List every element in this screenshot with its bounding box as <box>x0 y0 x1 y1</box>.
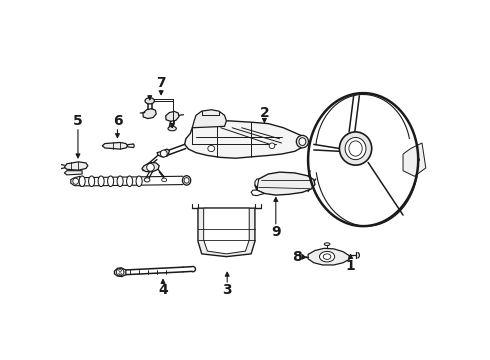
Polygon shape <box>308 248 349 265</box>
Text: 7: 7 <box>156 76 166 90</box>
Polygon shape <box>143 109 156 118</box>
Text: 2: 2 <box>260 106 270 120</box>
Polygon shape <box>255 172 315 195</box>
Ellipse shape <box>168 126 176 131</box>
Text: 9: 9 <box>271 225 281 239</box>
Ellipse shape <box>340 132 372 165</box>
Ellipse shape <box>160 150 167 157</box>
Ellipse shape <box>79 176 85 186</box>
Text: 8: 8 <box>292 250 301 264</box>
Polygon shape <box>115 268 126 276</box>
Polygon shape <box>142 162 159 172</box>
Ellipse shape <box>324 243 330 246</box>
Polygon shape <box>102 143 128 149</box>
Ellipse shape <box>136 176 142 186</box>
Polygon shape <box>403 143 426 176</box>
Ellipse shape <box>126 176 133 186</box>
Ellipse shape <box>116 269 124 276</box>
Polygon shape <box>192 110 226 128</box>
Polygon shape <box>64 171 82 175</box>
Polygon shape <box>255 179 259 190</box>
Text: 3: 3 <box>222 283 232 297</box>
Ellipse shape <box>349 141 362 156</box>
Polygon shape <box>185 121 306 158</box>
Text: 1: 1 <box>346 259 355 273</box>
Polygon shape <box>251 190 265 195</box>
Polygon shape <box>204 208 249 254</box>
Ellipse shape <box>147 163 154 171</box>
Polygon shape <box>166 111 179 121</box>
Ellipse shape <box>119 270 122 271</box>
Text: 6: 6 <box>113 114 122 129</box>
Text: 4: 4 <box>158 283 168 297</box>
Ellipse shape <box>296 135 309 148</box>
Ellipse shape <box>208 145 215 152</box>
Ellipse shape <box>145 98 154 104</box>
Ellipse shape <box>300 255 304 258</box>
Ellipse shape <box>299 138 306 145</box>
Ellipse shape <box>345 138 366 159</box>
Ellipse shape <box>98 176 104 186</box>
Polygon shape <box>71 176 80 186</box>
Ellipse shape <box>119 273 122 275</box>
Ellipse shape <box>117 176 123 186</box>
Polygon shape <box>64 162 88 170</box>
Polygon shape <box>157 149 170 157</box>
Ellipse shape <box>319 251 335 262</box>
Ellipse shape <box>89 176 95 186</box>
Ellipse shape <box>323 254 331 260</box>
Ellipse shape <box>144 178 150 182</box>
Ellipse shape <box>269 143 275 149</box>
Ellipse shape <box>108 176 114 186</box>
Ellipse shape <box>162 178 167 182</box>
Text: 5: 5 <box>73 114 83 129</box>
Ellipse shape <box>184 177 189 183</box>
Polygon shape <box>198 208 255 257</box>
Ellipse shape <box>182 176 191 185</box>
Ellipse shape <box>73 178 78 184</box>
